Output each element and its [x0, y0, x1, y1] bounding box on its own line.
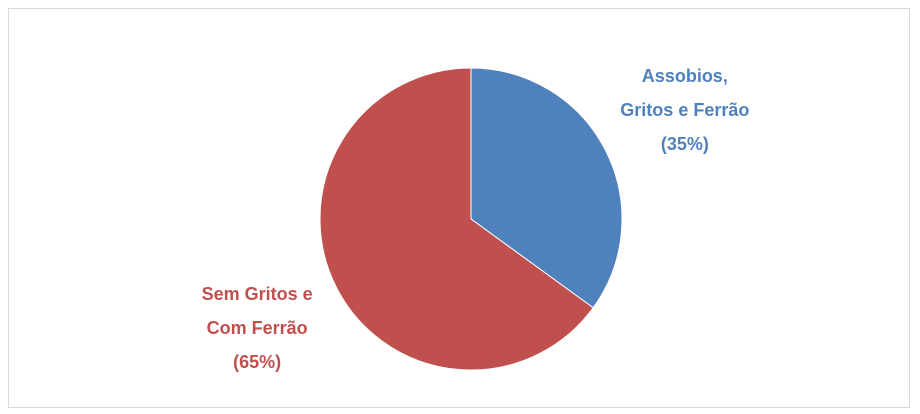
pie-slice: [470, 67, 623, 309]
pie-slice: [319, 67, 594, 371]
slice-name: Sem Gritos e Com Ferrão: [201, 283, 313, 338]
data-label: Sem Gritos e Com Ferrão (65%): [202, 277, 313, 379]
slice-value: (65%): [233, 351, 282, 372]
data-label: Assobios, Gritos e Ferrão (35%): [620, 59, 749, 161]
slice-value: (35%): [660, 134, 709, 155]
slice-name: Assobios, Gritos e Ferrão: [620, 66, 750, 121]
chart-frame: [8, 8, 910, 408]
